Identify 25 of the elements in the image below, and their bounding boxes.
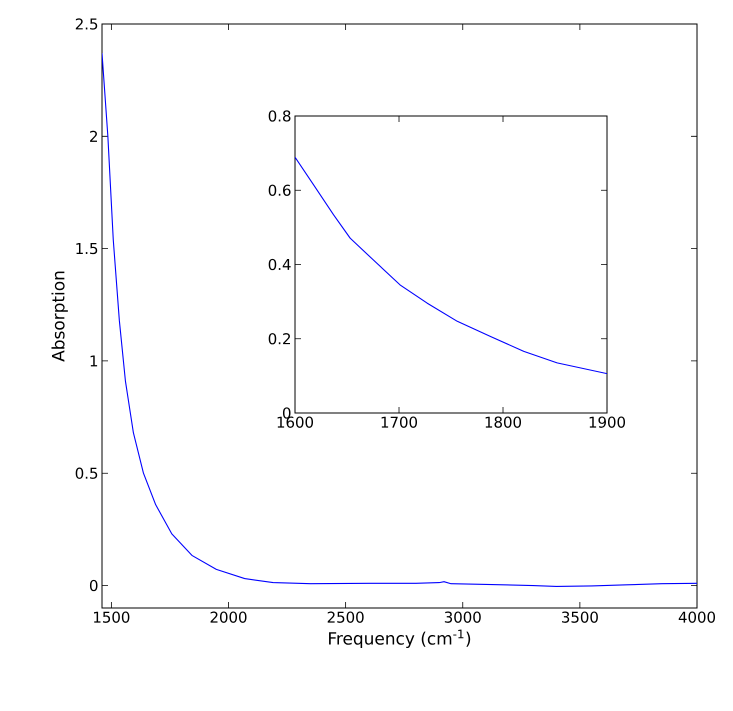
y-tick-label: 0 — [90, 580, 98, 592]
y-tick-label: 2 — [90, 130, 97, 142]
line-series — [102, 52, 698, 587]
x-tick-label: 2000 — [210, 612, 247, 623]
y-tick-label: 1 — [90, 355, 98, 366]
x-axis-title: Frequency (cm$^{-1}$) — [329, 630, 470, 648]
line-series — [295, 156, 608, 374]
y-tick-label: 0.4 — [268, 258, 291, 270]
x-tick-label: 1500 — [94, 612, 130, 623]
y-axis-title: Absorption — [51, 272, 68, 362]
x-tick-label: 3000 — [444, 612, 481, 623]
y-tick-label: 0.2 — [268, 333, 290, 344]
x-tick-label: 2500 — [328, 612, 364, 623]
y-tick-label: 2.5 — [76, 18, 98, 30]
x-tick-label: 1800 — [486, 416, 522, 428]
x-tick-label: 1700 — [382, 416, 418, 428]
x-tick-label: 1900 — [590, 416, 626, 428]
y-tick-label: 0 — [282, 407, 290, 419]
y-tick-label: 1.5 — [76, 243, 98, 254]
x-tick-label: 3500 — [562, 612, 598, 623]
x-tick-label: 1600 — [278, 416, 314, 428]
y-tick-label: 0.6 — [268, 184, 291, 196]
y-tick-label: 0.8 — [268, 110, 290, 122]
x-tick-label: 4000 — [678, 612, 716, 623]
y-tick-label: 0.5 — [76, 468, 98, 479]
